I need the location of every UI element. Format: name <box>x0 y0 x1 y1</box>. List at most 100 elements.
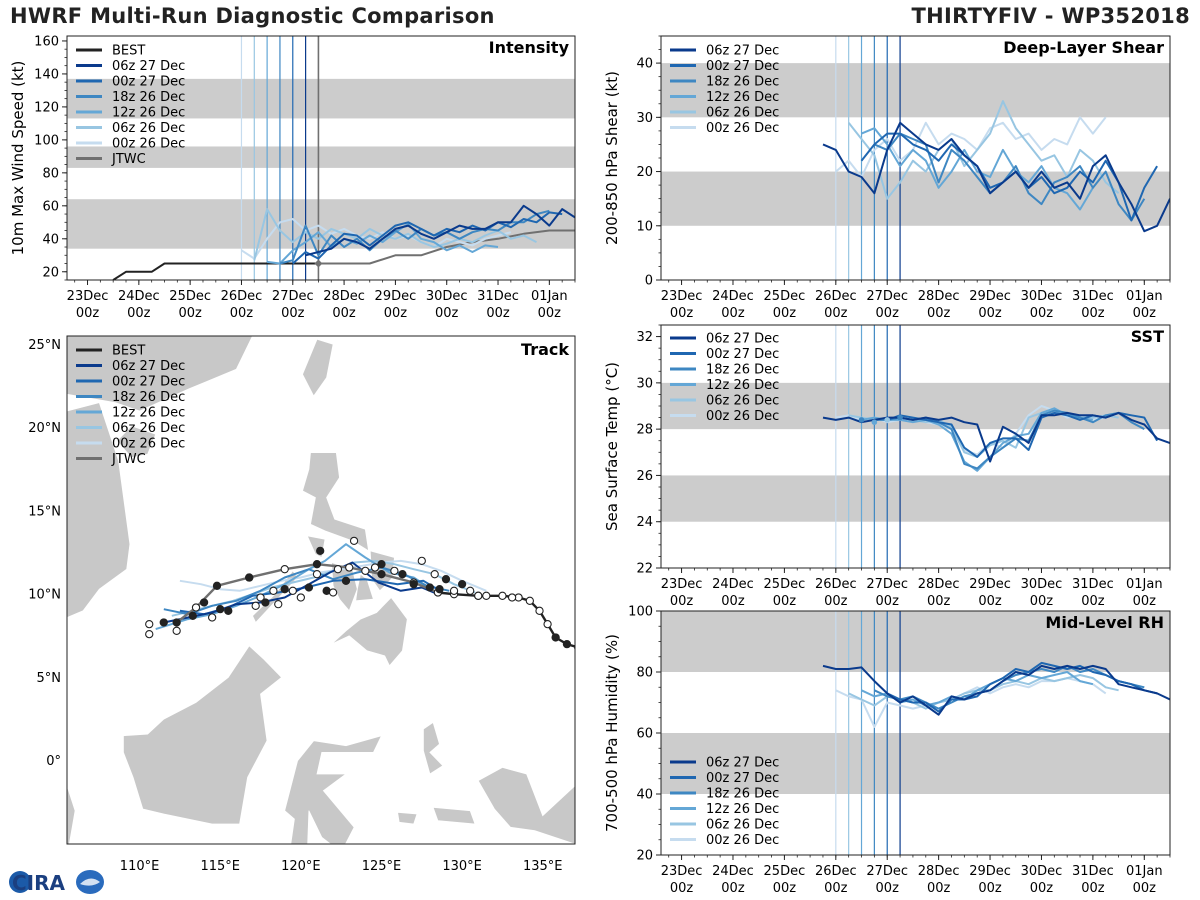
shear-xtick-label-day: 25Dec <box>764 289 806 304</box>
track-best-point <box>498 591 507 600</box>
shear-legend-label-2: 18z 26 Dec <box>706 75 779 90</box>
land-cebu-bohol <box>355 573 374 602</box>
intensity-xtick-label-hour: 00z <box>384 306 408 321</box>
rh-xtick-label-hour: 00z <box>978 881 1002 896</box>
shear-panel: 0 10 20 30 40 23Dec 00z 24Dec 00z 25Dec 00z 26Dec 00… <box>603 35 1171 321</box>
intensity-band-2 <box>67 78 575 119</box>
sst-xtick-label-hour: 00z <box>1030 594 1054 609</box>
rh-xtick-label-hour: 00z <box>1133 881 1157 896</box>
sst-xtick-label-hour: 00z <box>670 594 694 609</box>
intensity-series-5 <box>240 218 512 260</box>
intensity-series-0 <box>305 204 575 257</box>
sst-xtick-label-hour: 00z <box>1081 594 1105 609</box>
track-panel: 110°E 115°E 120°E 125°E 130°E 135°E 0° 5°N 10°N 1… <box>28 335 576 900</box>
shear-xtick-label-hour: 00z <box>978 306 1002 321</box>
track-frame <box>66 335 576 845</box>
land-halmahera <box>422 721 444 775</box>
shear-xtick-label-hour: 00z <box>927 306 951 321</box>
rh-panel: 20 40 60 80 100 23Dec 00z 24Dec 00z 25Dec 00z 26Dec… <box>603 605 1171 896</box>
shear-xtick-label-hour: 00z <box>1030 306 1054 321</box>
intensity-legend-label-4: 12z 26 Dec <box>112 106 185 121</box>
track-xtick-label: 110°E <box>120 859 160 874</box>
shear-xtick-label-hour: 00z <box>876 306 900 321</box>
track-position-mark <box>199 598 209 607</box>
sst-xtick-label-hour: 00z <box>824 594 848 609</box>
shear-xtick-label-day: 27Dec <box>866 289 908 304</box>
intensity-xtick-label-hour: 00z <box>486 306 510 321</box>
intensity-legend-label-5: 06z 26 Dec <box>112 121 185 136</box>
sst-xtick-label-day: 25Dec <box>764 577 806 592</box>
land-luzon <box>302 452 370 552</box>
track-position-mark <box>145 629 154 639</box>
track-position-mark <box>361 566 370 575</box>
track-xtick-label: 135°E <box>523 859 563 874</box>
rh-legend-label-4: 06z 26 Dec <box>706 818 779 833</box>
track-best-point <box>551 633 560 642</box>
shear-band-0 <box>661 171 1170 226</box>
intensity-xtick-label-hour: 00z <box>230 306 254 321</box>
shear-xtick-label-hour: 00z <box>1133 306 1157 321</box>
sst-ytick-label: 24 <box>636 515 653 530</box>
track-position-mark <box>207 613 217 622</box>
track-position-mark <box>474 591 483 600</box>
sst-marker-3 <box>897 414 903 421</box>
sst-xtick-label-hour: 00z <box>721 594 745 609</box>
land-bali-lombok <box>220 896 246 900</box>
rh-xtick-label-hour: 00z <box>670 881 694 896</box>
track-position-mark <box>449 586 459 595</box>
track-position-mark <box>482 591 491 600</box>
rh-xtick-label-hour: 00z <box>824 881 848 896</box>
intensity-ytick-label: 60 <box>42 199 59 214</box>
track-xtick-label: 115°E <box>200 859 240 874</box>
shear-xtick-label-day: 31Dec <box>1072 289 1114 304</box>
shear-ytick-label: 10 <box>636 219 653 234</box>
intensity-xtick-label-day: 25Dec <box>169 289 211 304</box>
track-jtwc-point <box>172 618 181 627</box>
intensity-ylabel: 10m Max Wind Speed (kt) <box>9 61 27 256</box>
shear-legend-label-4: 06z 26 Dec <box>706 106 779 121</box>
track-legend-label-2: 00z 27 Dec <box>112 375 185 390</box>
sst-xtick-label-hour: 00z <box>876 594 900 609</box>
shear-plot-area <box>661 36 1170 280</box>
track-position-mark <box>457 580 467 589</box>
track-position-mark <box>304 583 314 592</box>
sst-xtick-label-hour: 00z <box>1133 594 1157 609</box>
shear-xtick-label-day: 24Dec <box>712 289 754 304</box>
sst-legend-label-1: 00z 27 Dec <box>706 347 779 362</box>
rh-xtick-label-day: 29Dec <box>969 864 1011 879</box>
shear-legend-label-5: 00z 26 Dec <box>706 121 779 136</box>
track-xtick-label: 125°E <box>362 859 402 874</box>
rh-xtick-label-day: 30Dec <box>1021 864 1063 879</box>
track-ytick-label: 15°N <box>28 504 61 519</box>
intensity-legend-label-6: 00z 26 Dec <box>112 137 185 152</box>
intensity-band-1 <box>67 146 575 168</box>
track-position-mark <box>341 576 351 585</box>
sst-title: SST <box>1131 327 1164 346</box>
intensity-xtick-label-day: 28Dec <box>323 289 365 304</box>
sst-legend-label-4: 06z 26 Dec <box>706 394 779 409</box>
intensity-best-line <box>112 262 319 280</box>
land-seram <box>432 806 476 825</box>
rh-series-5 <box>835 677 1107 728</box>
land-sumatra <box>67 785 76 844</box>
sst-ytick-label: 32 <box>636 330 653 345</box>
intensity-xtick-label-day: 27Dec <box>272 289 314 304</box>
track-position-mark <box>256 593 265 602</box>
shear-series-0 <box>822 121 1170 233</box>
intensity-xtick-label-hour: 00z <box>435 306 459 321</box>
shear-xtick-label-day: 01Jan <box>1126 289 1163 304</box>
rh-xtick-label-day: 01Jan <box>1126 864 1163 879</box>
track-position-mark <box>224 606 233 615</box>
logo-globe-icon <box>9 871 31 893</box>
shear-ytick-label: 20 <box>636 165 653 180</box>
land-new-guinea <box>477 766 575 844</box>
sst-ytick-label: 26 <box>636 469 653 484</box>
track-position-mark <box>216 605 225 614</box>
track-legend-label-7: JTWC <box>111 452 146 467</box>
rh-xtick-label-day: 26Dec <box>815 864 857 879</box>
track-position-mark <box>251 601 260 610</box>
track-plot-area <box>67 336 575 900</box>
shear-xtick-label-day: 28Dec <box>918 289 960 304</box>
intensity-xtick-label-day: 24Dec <box>118 289 160 304</box>
